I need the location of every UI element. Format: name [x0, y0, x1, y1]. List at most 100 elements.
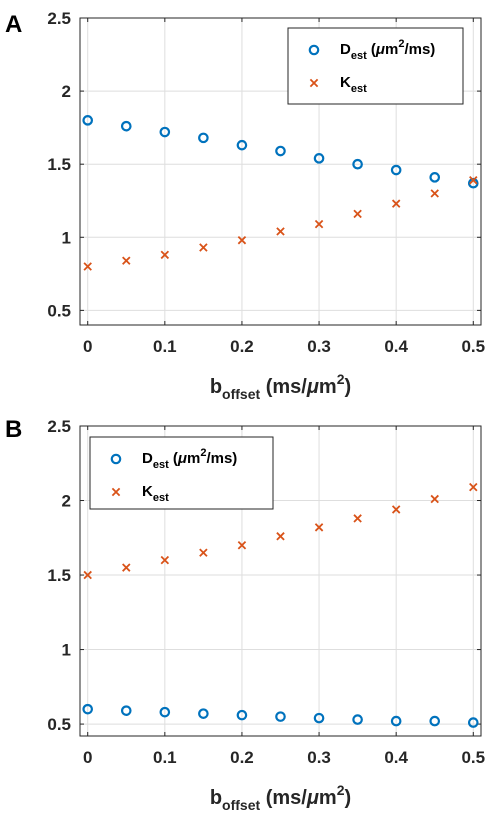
legend-main: K: [340, 74, 351, 91]
data-point-k-est: [430, 189, 439, 198]
x-label-sub: offset: [222, 797, 260, 813]
legend-mu: μ: [375, 41, 385, 58]
y-tick-label: 1: [62, 641, 71, 660]
data-point-k-est: [353, 514, 362, 523]
data-point-d-est: [275, 711, 286, 722]
legend-label: Kest: [340, 74, 367, 95]
x-label-unit: (ms/: [260, 787, 307, 809]
y-tick-label: 0.5: [47, 301, 71, 320]
axes-box: [79, 425, 482, 737]
data-point-d-est: [467, 717, 479, 728]
y-tick-label: 2: [62, 82, 71, 101]
y-tick-label: 1.5: [47, 566, 71, 585]
panel-label: A: [5, 11, 22, 38]
axes-box: [79, 17, 482, 326]
panel-b: B 0 0.1 0.2 0.3 0.4 0.5 0.5 1 1.5 2 2.5 boffset (ms/…: [5, 416, 485, 813]
data-point-k-est: [276, 532, 285, 541]
data-point-k-est: [160, 250, 170, 260]
data-point-d-est: [429, 715, 441, 727]
data-point-k-est: [353, 209, 362, 219]
legend-sup: 2: [398, 38, 404, 50]
data-point-k-est: [430, 494, 439, 504]
data-point-d-est: [82, 115, 94, 126]
data-point-d-est: [82, 703, 94, 715]
legend: Dest (μm2/ms) Kest: [89, 436, 274, 510]
data-point-k-est: [160, 555, 170, 565]
data-point-d-est: [275, 145, 286, 157]
data-point-k-est: [83, 570, 92, 580]
data-point-k-est: [391, 505, 401, 514]
legend-marker-d-est: [308, 44, 320, 56]
x-label-main: b: [210, 787, 222, 809]
legend-m: m: [385, 41, 398, 58]
data-point-d-est: [198, 132, 209, 144]
data-point-d-est: [236, 709, 248, 721]
x-label-sup: 2: [337, 782, 345, 798]
y-tick-label: 0.5: [47, 715, 71, 734]
data-point-d-est: [313, 153, 325, 164]
legend-marker-k-est: [309, 78, 319, 88]
x-tick-label: 0.5: [461, 748, 485, 767]
data-point-d-est: [467, 177, 479, 189]
data-point-d-est: [198, 708, 209, 719]
y-tick-label: 2.5: [47, 9, 71, 28]
data-point-d-est: [159, 706, 171, 718]
legend-rest: (: [169, 450, 178, 467]
y-tick-label: 2.5: [47, 417, 71, 436]
data-point-k-est: [122, 256, 131, 265]
data-point-k-est: [314, 219, 324, 229]
x-label-m: m: [319, 376, 337, 398]
x-tick-label: 0.5: [461, 337, 485, 356]
data-point-d-est: [352, 714, 363, 725]
legend-main: D: [340, 41, 351, 58]
x-tick-label: 0.2: [230, 748, 254, 767]
x-tick-label: 0.3: [307, 748, 331, 767]
legend-sub: est: [153, 459, 169, 471]
x-label-close: ): [345, 376, 352, 398]
y-tick-label: 1: [62, 228, 71, 247]
legend-m: m: [187, 450, 200, 467]
data-point-k-est: [391, 199, 401, 208]
legend-label: Dest (μm2/ms): [142, 447, 237, 471]
x-label-mu: μ: [306, 376, 319, 398]
legend-mu: μ: [177, 450, 187, 467]
legend-main: D: [142, 450, 153, 467]
legend-label: Kest: [142, 483, 169, 504]
legend-sub: est: [351, 83, 367, 95]
x-label-m: m: [319, 787, 337, 809]
x-tick-label: 0.4: [384, 337, 408, 356]
x-axis-label: boffset (ms/μm2): [210, 371, 351, 402]
legend-sup: 2: [200, 447, 206, 459]
x-axis-label: boffset (ms/μm2): [210, 782, 351, 813]
legend-marker-d-est: [110, 453, 122, 465]
x-label-unit: (ms/: [260, 376, 307, 398]
data-point-d-est: [120, 120, 132, 132]
data-point-k-est: [314, 523, 324, 532]
x-tick-label: 0.4: [384, 748, 408, 767]
legend-label: Dest (μm2/ms): [340, 38, 435, 62]
legend: Dest (μm2/ms) Kest: [287, 27, 464, 105]
data-point-k-est: [237, 540, 247, 550]
x-tick-label: 0.2: [230, 337, 254, 356]
x-tick-label: 0: [83, 337, 92, 356]
data-point-d-est: [313, 712, 325, 724]
data-point-d-est: [429, 172, 441, 183]
legend-tail: /ms): [206, 450, 237, 467]
data-point-k-est: [199, 548, 208, 557]
x-tick-label: 0.1: [153, 337, 177, 356]
x-label-mu: μ: [306, 787, 319, 809]
x-label-sub: offset: [222, 386, 260, 402]
data-point-d-est: [159, 126, 171, 138]
legend-box: [89, 436, 274, 510]
legend-tail: /ms): [404, 41, 435, 58]
x-label-close: ): [345, 787, 352, 809]
x-tick-label: 0: [83, 748, 92, 767]
panel-a: A 0 0.1 0.2 0.3 0.4 0.5 0.5 1 1.5 2 2.5 boffset (ms/…: [5, 9, 485, 402]
legend-sub: est: [351, 50, 367, 62]
data-point-k-est: [199, 243, 208, 252]
y-tick-label: 1.5: [47, 155, 71, 174]
data-point-k-est: [276, 227, 285, 236]
data-point-k-est: [83, 262, 92, 271]
data-point-k-est: [469, 482, 478, 492]
